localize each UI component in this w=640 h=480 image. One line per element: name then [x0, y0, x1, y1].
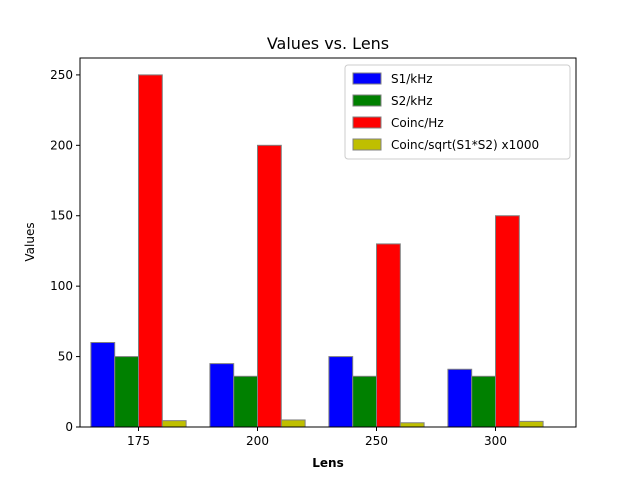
bar-coinc-hz-175 [138, 74, 163, 428]
legend-swatch [352, 116, 382, 129]
x-tick-label: 300 [484, 434, 507, 448]
bar-coinc-sqrt-s1-s2-x1000-300 [518, 420, 544, 428]
legend-label: Coinc/Hz [391, 116, 444, 130]
legend-swatch [352, 94, 382, 107]
bar-s2-khz-200 [233, 375, 258, 428]
y-tick-label: 150 [50, 209, 73, 223]
bar-coinc-hz-250 [376, 243, 401, 428]
y-axis-label: Values [23, 222, 37, 261]
x-tick-label: 200 [246, 434, 269, 448]
bar-s2-khz-300 [471, 375, 497, 428]
bar-s1-khz-250 [328, 356, 354, 428]
y-tick-label: 100 [50, 279, 73, 293]
axes-frame [79, 57, 577, 428]
bar-s2-khz-250 [352, 375, 378, 428]
legend: S1/kHz S2/kHz Coinc/Hz Coinc/sqrt(S1*S2) x1… [344, 64, 571, 160]
bar-s1-khz-300 [447, 368, 473, 428]
x-tick-label: 175 [127, 434, 150, 448]
y-tick-label: 200 [50, 138, 73, 152]
x-tick-label: 250 [365, 434, 388, 448]
bar-s2-khz-175 [114, 356, 139, 428]
x-axis-label: Lens [312, 456, 343, 470]
plot-area: 175 200 250 300 0 50 100 150 200 250 [50, 57, 577, 448]
legend-label: Coinc/sqrt(S1*S2) x1000 [391, 138, 539, 152]
bar-s1-khz-175 [90, 342, 116, 428]
bar-coinc-hz-300 [495, 215, 520, 428]
legend-swatch [352, 72, 382, 85]
bar-coinc-sqrt-s1-s2-x1000-175 [161, 420, 187, 428]
legend-box [344, 64, 571, 160]
bar-s1-khz-200 [209, 363, 235, 428]
y-tick-label: 0 [65, 420, 73, 434]
chart-title: Values vs. Lens [267, 34, 389, 53]
y-tick-label: 250 [50, 68, 73, 82]
legend-label: S1/kHz [391, 72, 433, 86]
bar-coinc-sqrt-s1-s2-x1000-250 [399, 422, 425, 428]
legend-label: S2/kHz [391, 94, 433, 108]
y-tick-label: 50 [58, 350, 73, 364]
legend-swatch [352, 138, 382, 151]
bar-coinc-sqrt-s1-s2-x1000-200 [280, 419, 306, 428]
bar-coinc-hz-200 [257, 144, 282, 428]
